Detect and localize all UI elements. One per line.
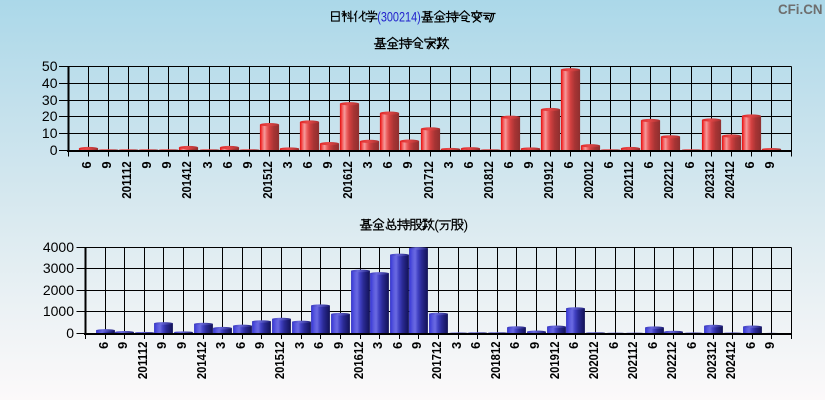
svg-text:CFi.CN: CFi.CN — [778, 2, 823, 17]
svg-text:9: 9 — [139, 161, 154, 168]
svg-text:(: ( — [434, 217, 439, 233]
svg-text:6: 6 — [684, 342, 699, 349]
svg-text:202112: 202112 — [621, 161, 636, 199]
svg-text:6: 6 — [641, 161, 656, 168]
svg-text:6: 6 — [682, 161, 697, 168]
svg-text:9: 9 — [762, 161, 777, 168]
svg-text:40: 40 — [42, 75, 58, 91]
svg-text:50: 50 — [42, 58, 58, 74]
svg-text:9: 9 — [252, 342, 267, 349]
svg-text:202312: 202312 — [702, 161, 717, 199]
svg-text:3: 3 — [280, 161, 295, 168]
svg-text:6: 6 — [300, 161, 315, 168]
svg-text:3: 3 — [213, 342, 228, 349]
svg-text:202412: 202412 — [722, 161, 737, 199]
svg-text:6: 6 — [79, 161, 94, 168]
svg-text:6: 6 — [743, 342, 758, 349]
svg-text:6: 6 — [96, 342, 111, 349]
svg-text:): ) — [464, 217, 469, 233]
svg-text:9: 9 — [174, 342, 189, 349]
svg-text:202012: 202012 — [581, 161, 596, 199]
svg-text:202212: 202212 — [661, 161, 676, 199]
svg-text:201812: 201812 — [481, 161, 496, 199]
svg-text:202212: 202212 — [664, 342, 679, 380]
svg-text:10: 10 — [42, 125, 58, 141]
svg-text:1000: 1000 — [43, 303, 74, 319]
svg-text:201112: 201112 — [135, 342, 150, 380]
svg-text:6: 6 — [742, 161, 757, 168]
svg-text:6: 6 — [468, 342, 483, 349]
svg-text:30: 30 — [42, 92, 58, 108]
svg-text:202412: 202412 — [723, 342, 738, 380]
svg-text:201412: 201412 — [194, 342, 209, 380]
svg-text:6: 6 — [461, 161, 476, 168]
svg-text:6: 6 — [606, 342, 621, 349]
svg-text:6: 6 — [561, 161, 576, 168]
svg-text:9: 9 — [154, 342, 169, 349]
svg-text:9: 9 — [400, 161, 415, 168]
svg-text:9: 9 — [331, 342, 346, 349]
svg-text:201512: 201512 — [272, 342, 287, 380]
svg-text:3: 3 — [200, 161, 215, 168]
svg-text:202012: 202012 — [586, 342, 601, 380]
svg-text:9: 9 — [115, 342, 130, 349]
svg-text:6: 6 — [311, 342, 326, 349]
svg-text:9: 9 — [762, 342, 777, 349]
svg-text:201912: 201912 — [541, 161, 556, 199]
svg-text:6: 6 — [501, 161, 516, 168]
svg-text:6: 6 — [220, 161, 235, 168]
svg-text:6: 6 — [601, 161, 616, 168]
svg-text:3: 3 — [292, 342, 307, 349]
svg-text:(300214): (300214) — [377, 9, 421, 25]
svg-text:9: 9 — [409, 342, 424, 349]
svg-text:201712: 201712 — [421, 161, 436, 199]
svg-text:3: 3 — [441, 161, 456, 168]
svg-text:6: 6 — [566, 342, 581, 349]
svg-text:6: 6 — [233, 342, 248, 349]
svg-text:9: 9 — [320, 161, 335, 168]
svg-text:9: 9 — [159, 161, 174, 168]
svg-text:6: 6 — [507, 342, 522, 349]
svg-text:9: 9 — [99, 161, 114, 168]
svg-text:201812: 201812 — [488, 342, 503, 380]
svg-text:3000: 3000 — [43, 260, 74, 276]
svg-text:201512: 201512 — [260, 161, 275, 199]
svg-text:6: 6 — [390, 342, 405, 349]
svg-text:201612: 201612 — [340, 161, 355, 199]
svg-text:9: 9 — [240, 161, 255, 168]
svg-text:201412: 201412 — [179, 161, 194, 199]
svg-text:201612: 201612 — [351, 342, 366, 380]
svg-text:202312: 202312 — [704, 342, 719, 380]
svg-text:3: 3 — [449, 342, 464, 349]
svg-text:0: 0 — [66, 325, 74, 341]
svg-text:0: 0 — [50, 142, 58, 158]
svg-text:20: 20 — [42, 108, 58, 124]
svg-text:6: 6 — [645, 342, 660, 349]
svg-text:2000: 2000 — [43, 282, 74, 298]
svg-text:3: 3 — [360, 161, 375, 168]
svg-text:201112: 201112 — [119, 161, 134, 199]
svg-text:3: 3 — [370, 342, 385, 349]
svg-text:9: 9 — [527, 342, 542, 349]
svg-text:202112: 202112 — [625, 342, 640, 380]
svg-text:201912: 201912 — [547, 342, 562, 380]
svg-text:9: 9 — [521, 161, 536, 168]
svg-text:4000: 4000 — [43, 239, 74, 255]
svg-text:6: 6 — [380, 161, 395, 168]
svg-text:201712: 201712 — [429, 342, 444, 380]
